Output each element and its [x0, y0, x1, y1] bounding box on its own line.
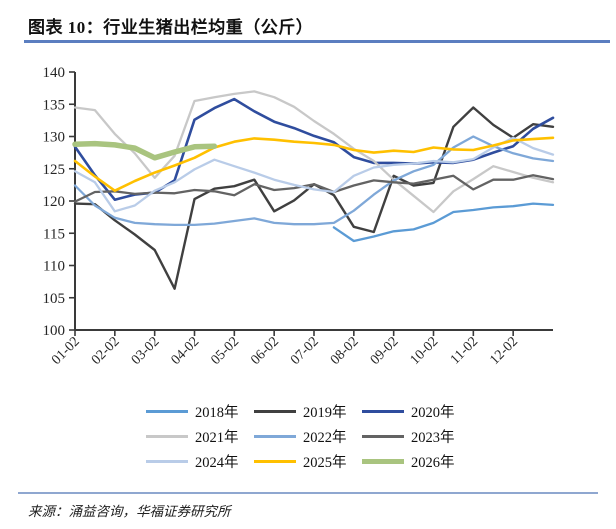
- legend-row: 2024年 2025年 2026年: [146, 451, 470, 472]
- legend-label: 2019年: [303, 405, 347, 421]
- y-axis-label: 125: [43, 162, 66, 178]
- legend-item-2019年: 2019年: [254, 401, 362, 422]
- legend-item-2021年: 2021年: [146, 426, 254, 447]
- x-axis-label: 11-02: [448, 334, 481, 367]
- legend-label: 2023年: [411, 430, 455, 446]
- legend-label: 2024年: [195, 455, 239, 471]
- source-note: 来源：涌益咨询，华福证券研究所: [28, 504, 231, 519]
- line-chart: 100 105 110 115 120 125 130 135 140 01-02 02-02 03-…: [43, 65, 555, 368]
- series-line-2026年: [72, 140, 218, 161]
- series-line-2022年: [73, 135, 555, 227]
- x-axis-label: 05-02: [208, 334, 242, 368]
- legend-row: 2021年 2022年 2023年: [146, 426, 470, 447]
- x-axis-label: 07-02: [288, 334, 322, 368]
- legend-item-2018年: 2018年: [146, 401, 254, 422]
- legend-label: 2025年: [303, 455, 347, 471]
- x-axis-label: 09-02: [368, 334, 402, 368]
- x-axis-label: 02-02: [89, 334, 123, 368]
- legend-label: 2022年: [303, 430, 347, 446]
- series-line-2021年: [73, 90, 555, 214]
- y-axis-label: 130: [43, 130, 66, 146]
- title-underline-rule: [24, 40, 610, 43]
- legend-label: 2018年: [195, 405, 239, 421]
- legend-item-2022年: 2022年: [254, 426, 362, 447]
- y-axis-label: 100: [43, 323, 66, 339]
- legend-label: 2021年: [195, 430, 239, 446]
- series-line-2024年: [73, 136, 555, 213]
- x-axis-label: 03-02: [129, 334, 163, 368]
- x-axis-label: 10-02: [408, 334, 442, 368]
- x-axis-label: 08-02: [328, 334, 362, 368]
- x-axis-label: 12-02: [487, 334, 521, 368]
- legend-row: 2018年 2019年 2020年: [146, 401, 470, 422]
- legend-swatch-icon: [362, 410, 404, 413]
- legend-label: 2020年: [411, 405, 455, 421]
- x-axis-label: 01-02: [49, 334, 83, 368]
- legend-item-2023年: 2023年: [362, 426, 470, 447]
- y-axis-label: 105: [43, 291, 66, 307]
- y-axis-label: 140: [43, 65, 66, 81]
- y-axis-label: 110: [43, 259, 65, 275]
- chart-legend: 2018年 2019年 2020年 2021年 2022年 2023年 2024年 2025年…: [0, 401, 616, 472]
- series-line-2023年: [73, 174, 555, 203]
- legend-swatch-icon: [254, 460, 296, 463]
- legend-swatch-icon: [254, 435, 296, 438]
- legend-item-2026年: 2026年: [362, 451, 470, 472]
- series-line-2018年: [332, 202, 555, 243]
- legend-swatch-icon: [362, 458, 404, 465]
- y-axis-label: 135: [43, 97, 66, 113]
- legend-swatch-icon: [146, 460, 188, 463]
- legend-swatch-icon: [254, 410, 296, 413]
- legend-swatch-icon: [146, 410, 188, 413]
- footer-rule: [18, 492, 598, 494]
- legend-item-2024年: 2024年: [146, 451, 254, 472]
- legend-swatch-icon: [362, 435, 404, 438]
- legend-label: 2026年: [411, 455, 455, 471]
- x-axis-label: 06-02: [248, 334, 282, 368]
- legend-item-2025年: 2025年: [254, 451, 362, 472]
- legend-swatch-icon: [146, 435, 188, 438]
- y-axis-label: 120: [43, 194, 66, 210]
- chart-title: 图表 10：行业生猪出栏均重（公斤）: [28, 18, 314, 37]
- x-axis-label: 04-02: [169, 334, 203, 368]
- series-line-2025年: [73, 136, 555, 192]
- y-axis-label: 115: [43, 226, 65, 242]
- legend-item-2020年: 2020年: [362, 401, 470, 422]
